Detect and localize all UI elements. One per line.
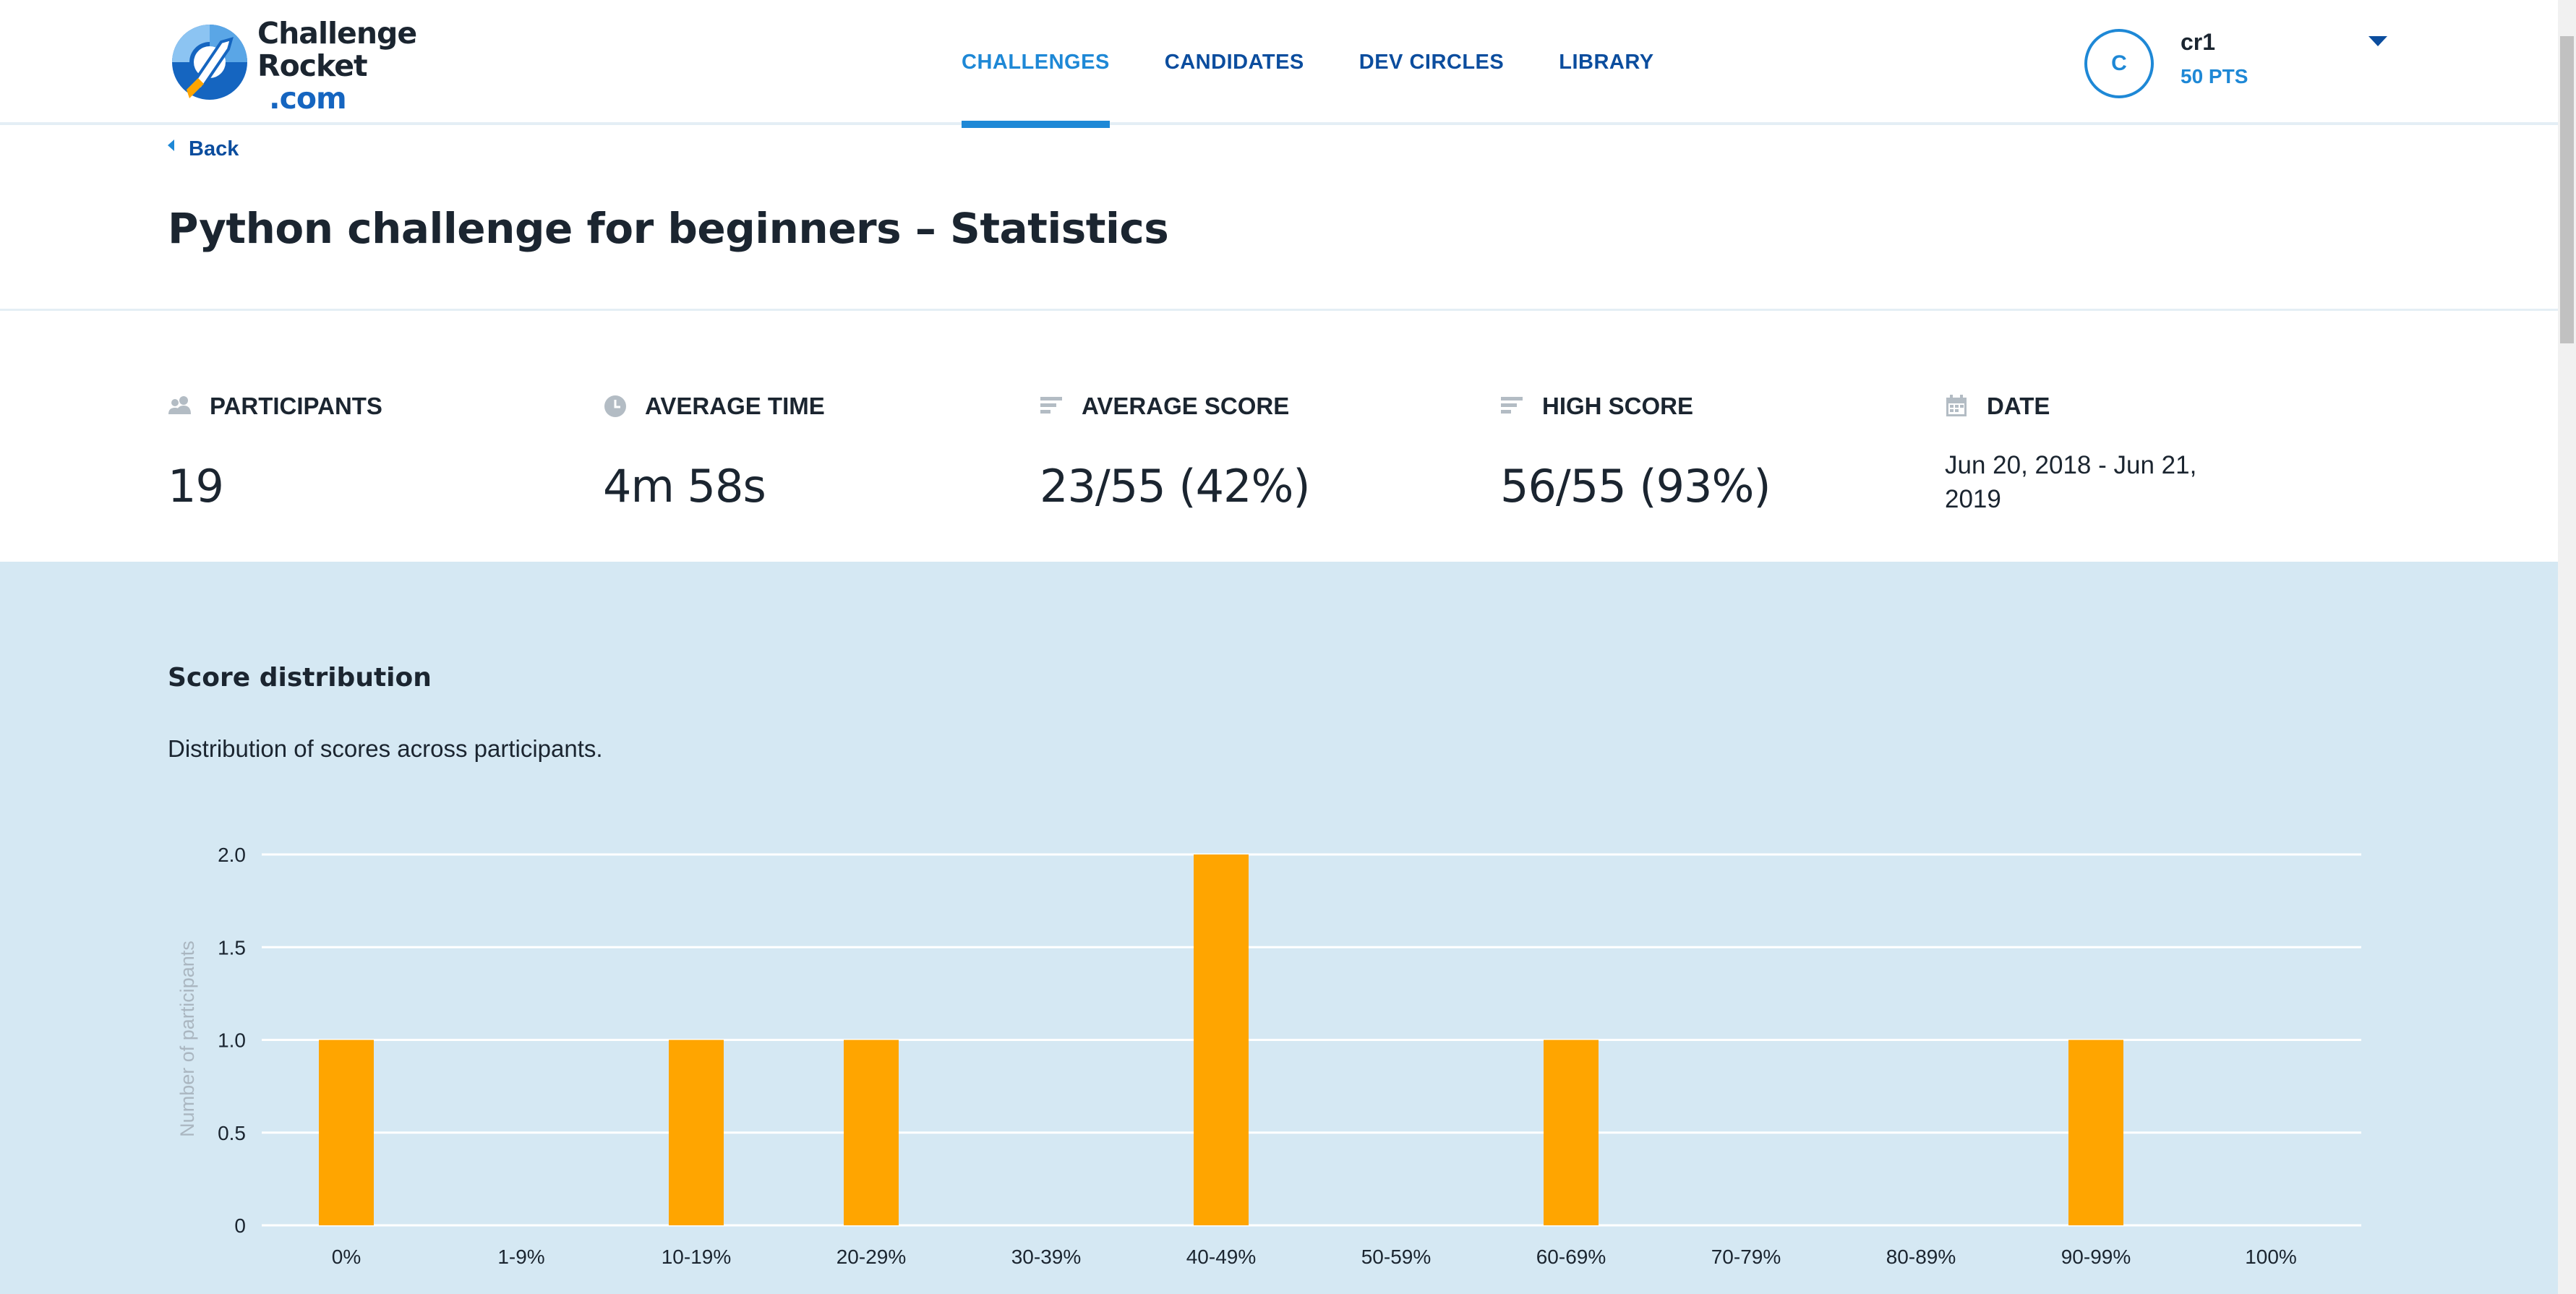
stat-label: PARTICIPANTS xyxy=(210,393,382,419)
x-tick-label: 10-19% xyxy=(662,1246,732,1268)
x-tick-label: 100% xyxy=(2245,1246,2297,1268)
user-points: 50 PTS xyxy=(2181,65,2248,87)
chevron-down-icon[interactable] xyxy=(2369,36,2387,46)
avatar[interactable]: C xyxy=(2084,29,2154,98)
x-tick-label: 50-59% xyxy=(1361,1246,1432,1268)
stat-label: DATE xyxy=(1987,393,2050,419)
chart-bar xyxy=(669,1040,724,1225)
user-menu[interactable]: C cr1 50 PTS xyxy=(2084,29,2395,98)
nav-dev-circles[interactable]: DEV CIRCLES xyxy=(1358,51,1505,74)
challenge-rocket-logo[interactable]: Challenge Rocket .com xyxy=(165,17,417,115)
chart-bar xyxy=(1544,1040,1599,1225)
stat-average-score: AVERAGE SCORE 23/55 (42%) xyxy=(1040,390,1311,513)
nav-candidates[interactable]: CANDIDATES xyxy=(1164,51,1304,74)
x-tick-label: 60-69% xyxy=(1536,1246,1606,1268)
stat-date: DATE Jun 20, 2018 - Jun 21, 2019 xyxy=(1945,390,2220,516)
nav-challenges[interactable]: CHALLENGES xyxy=(962,0,1110,128)
nav-library[interactable]: LIBRARY xyxy=(1559,51,1654,74)
stat-value: 19 xyxy=(168,460,224,513)
stat-value: Jun 20, 2018 - Jun 21, 2019 xyxy=(1945,451,2197,513)
stat-value: 23/55 (42%) xyxy=(1040,460,1311,513)
chart-bar xyxy=(1194,854,1249,1225)
chart-bar xyxy=(844,1040,899,1225)
x-tick-label: 70-79% xyxy=(1711,1246,1781,1268)
scrollbar-thumb[interactable] xyxy=(2560,36,2574,343)
x-tick-label: 0% xyxy=(332,1246,361,1268)
participants-icon xyxy=(168,396,191,414)
chevron-left-icon xyxy=(168,139,174,151)
x-tick-label: 30-39% xyxy=(1011,1246,1082,1268)
x-tick-label: 80-89% xyxy=(1886,1246,1956,1268)
user-name: cr1 xyxy=(2181,29,2216,55)
score-distribution-chart: 0 0.5 1.0 1.5 2.0 Number of participants 0% 1-9… xyxy=(176,844,2361,1268)
x-tick-label: 20-29% xyxy=(836,1246,907,1268)
score-bars-icon xyxy=(1501,397,1523,414)
score-bars-icon xyxy=(1040,397,1062,414)
x-tick-label: 90-99% xyxy=(2061,1246,2131,1268)
y-tick-label: 1.5 xyxy=(218,936,246,959)
back-label: Back xyxy=(189,137,239,160)
x-tick-label: 40-49% xyxy=(1186,1246,1257,1268)
score-distribution-section: Score distribution Distribution of score… xyxy=(0,562,2558,1294)
y-tick-label: 2.0 xyxy=(218,844,246,866)
rocket-logo-icon xyxy=(172,25,247,100)
stat-average-time: AVERAGE TIME 4m 58s xyxy=(603,390,825,513)
back-link[interactable]: Back xyxy=(168,137,239,161)
y-axis-label: Number of participants xyxy=(176,940,198,1137)
page-title: Python challenge for beginners – Statist… xyxy=(168,204,1169,253)
chart-bar xyxy=(2068,1040,2123,1225)
calendar-icon xyxy=(1946,395,1967,416)
stat-participants: PARTICIPANTS 19 xyxy=(168,390,382,513)
stat-value: 4m 58s xyxy=(603,460,766,513)
x-tick-label: 1-9% xyxy=(497,1246,544,1268)
section-subtitle: Distribution of scores across participan… xyxy=(168,735,603,762)
y-tick-label: 0 xyxy=(234,1214,246,1237)
stat-value: 56/55 (93%) xyxy=(1500,460,1771,513)
stat-label: AVERAGE SCORE xyxy=(1082,393,1290,419)
section-title: Score distribution xyxy=(168,663,432,693)
vertical-scrollbar[interactable] xyxy=(2558,0,2576,1294)
stat-label: HIGH SCORE xyxy=(1542,393,1694,419)
y-tick-label: 1.0 xyxy=(218,1029,246,1052)
stat-high-score: HIGH SCORE 56/55 (93%) xyxy=(1500,390,1771,513)
divider xyxy=(0,309,2558,311)
y-tick-label: 0.5 xyxy=(218,1122,246,1144)
main-nav: CHALLENGES CANDIDATES DEV CIRCLES LIBRAR… xyxy=(962,0,1709,128)
clock-icon xyxy=(604,395,626,417)
chart-bar xyxy=(319,1040,374,1225)
logo-wordmark: Challenge Rocket .com xyxy=(257,16,417,116)
top-header: Challenge Rocket .com CHALLENGES CANDIDA… xyxy=(0,0,2558,128)
stat-label: AVERAGE TIME xyxy=(645,393,825,419)
